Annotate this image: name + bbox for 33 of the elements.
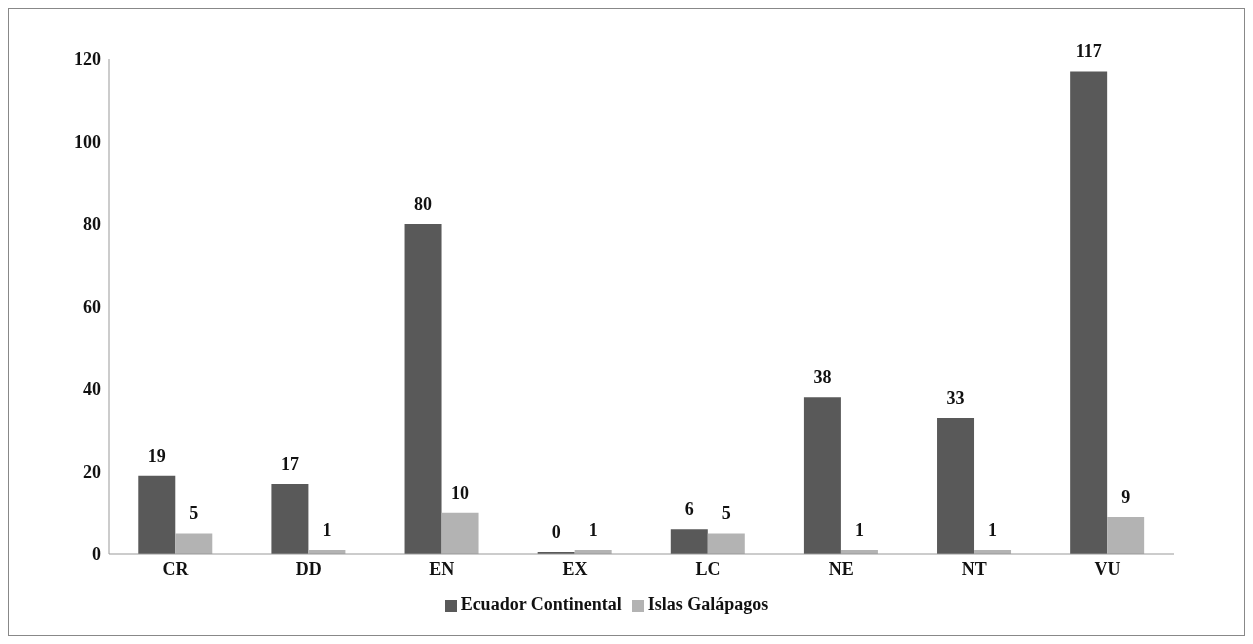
data-label: 0 — [551, 522, 561, 542]
x-tick-label: VU — [1094, 558, 1121, 579]
x-tick-label: EN — [429, 558, 455, 579]
data-label: 5 — [721, 503, 731, 524]
data-label: 6 — [684, 499, 694, 520]
data-label: 1 — [854, 519, 864, 540]
x-tick-label: EX — [562, 558, 588, 579]
data-label: 117 — [1075, 41, 1102, 62]
x-tick-label: NE — [828, 558, 854, 579]
data-label: 1 — [322, 519, 332, 540]
x-tick-label: LC — [695, 558, 721, 579]
y-tick-label: 100 — [74, 131, 101, 152]
data-label: 19 — [147, 445, 166, 466]
x-tick-label: NT — [961, 558, 987, 579]
data-label: 17 — [280, 453, 299, 474]
data-label: 80 — [414, 194, 433, 214]
y-tick-label: 80 — [83, 214, 101, 235]
y-tick-label: 60 — [83, 296, 101, 317]
legend-label: Islas Galápagos — [647, 594, 769, 614]
x-tick-label: CR — [162, 558, 190, 579]
y-tick-label: 20 — [83, 461, 101, 482]
x-tick-label: DD — [295, 558, 322, 579]
data-label: 1 — [588, 519, 598, 540]
data-label: 5 — [189, 503, 199, 524]
y-tick-label: 40 — [83, 379, 101, 400]
legend-label: Ecuador Continental — [460, 594, 622, 614]
data-label: 38 — [813, 367, 832, 388]
y-tick-label: 120 — [74, 49, 101, 70]
data-label: 10 — [451, 482, 470, 503]
data-label: 33 — [946, 387, 965, 408]
data-label: 1 — [988, 519, 998, 540]
data-label: 9 — [1121, 486, 1131, 507]
y-tick-label: 0 — [92, 544, 101, 565]
